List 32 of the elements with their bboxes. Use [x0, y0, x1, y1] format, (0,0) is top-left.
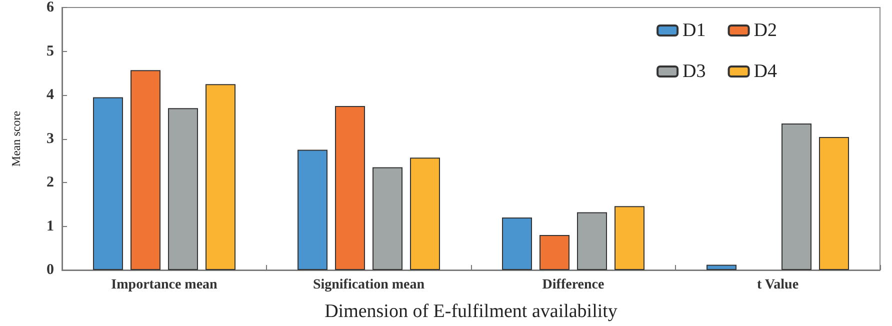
- x-tick-label: Difference: [542, 278, 604, 292]
- y-tick-label: 5: [46, 43, 54, 60]
- bar: [410, 158, 440, 270]
- bar: [298, 150, 328, 270]
- bar: [614, 206, 644, 270]
- bar: [93, 97, 123, 270]
- bar: [819, 137, 849, 270]
- legend-label: D4: [754, 61, 778, 82]
- bar: [577, 212, 607, 270]
- x-axis-title: Dimension of E-fulfilment availability: [324, 301, 618, 322]
- bar: [335, 106, 365, 270]
- bar: [540, 235, 570, 270]
- y-axis-title: Mean score: [9, 110, 23, 167]
- y-tick-label: 2: [46, 174, 54, 190]
- bar: [502, 218, 532, 270]
- legend-label: D3: [682, 61, 706, 82]
- bar: [130, 70, 160, 270]
- y-tick-label: 4: [46, 87, 54, 103]
- bar: [206, 84, 236, 270]
- y-tick-label: 1: [46, 218, 54, 234]
- x-tick-label: Signification mean: [312, 278, 425, 292]
- y-tick-label: 6: [46, 0, 54, 16]
- y-tick-label: 3: [46, 130, 54, 147]
- bar: [372, 167, 402, 270]
- bar: [782, 123, 812, 270]
- legend-label: D2: [754, 20, 778, 41]
- x-tick-label: t Value: [756, 278, 799, 292]
- y-tick-label: 0: [46, 262, 54, 278]
- bar: [168, 108, 198, 270]
- legend-label: D1: [682, 20, 706, 41]
- x-tick-label: Importance mean: [111, 278, 218, 292]
- bar: [706, 264, 736, 270]
